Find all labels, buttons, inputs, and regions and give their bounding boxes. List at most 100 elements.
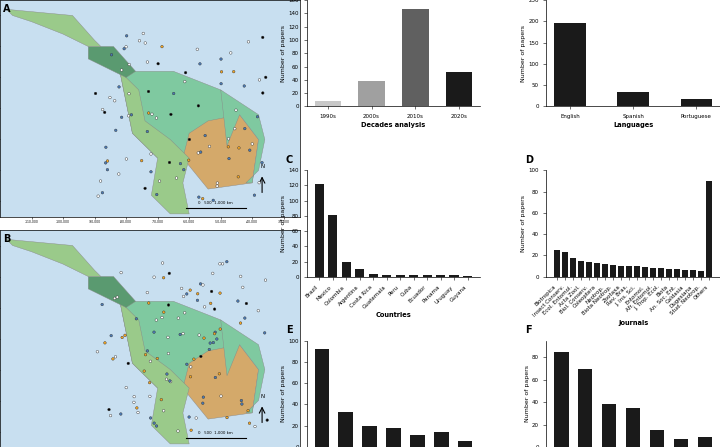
Bar	[698, 437, 712, 447]
Point	[190, 414, 202, 422]
Point	[107, 355, 119, 363]
Point	[184, 287, 196, 294]
Bar	[570, 257, 576, 277]
Point	[217, 260, 228, 267]
Polygon shape	[221, 320, 265, 413]
Bar	[683, 270, 688, 277]
Point	[192, 297, 203, 304]
Point	[180, 69, 192, 76]
Point	[116, 114, 127, 121]
Point	[257, 34, 269, 41]
Bar	[449, 275, 459, 277]
Polygon shape	[183, 345, 258, 419]
Point	[230, 106, 242, 114]
Point	[163, 270, 175, 277]
Point	[148, 274, 160, 281]
Point	[120, 43, 132, 51]
Point	[102, 166, 113, 173]
Text: B: B	[3, 234, 10, 245]
Point	[148, 420, 160, 427]
Text: N: N	[260, 394, 264, 399]
Bar	[562, 252, 568, 277]
Y-axis label: Number of papers: Number of papers	[282, 195, 287, 252]
Point	[236, 401, 248, 408]
Point	[115, 269, 127, 276]
Point	[156, 314, 168, 321]
Point	[184, 136, 195, 143]
Point	[161, 375, 172, 383]
Bar	[611, 265, 616, 277]
Point	[207, 197, 219, 204]
Bar	[402, 8, 428, 106]
Text: C: C	[286, 155, 293, 165]
Point	[163, 350, 174, 357]
Point	[214, 370, 225, 377]
Point	[145, 358, 156, 365]
Point	[179, 309, 190, 316]
Bar	[617, 93, 649, 106]
Polygon shape	[6, 239, 101, 277]
Bar	[618, 266, 624, 277]
Point	[195, 353, 207, 360]
Point	[132, 409, 144, 416]
Point	[221, 258, 233, 265]
Point	[140, 39, 151, 46]
Point	[178, 166, 189, 173]
Text: 0   500  1,000 km: 0 500 1,000 km	[198, 201, 233, 205]
Point	[195, 148, 207, 156]
Polygon shape	[89, 277, 135, 308]
Point	[134, 37, 145, 44]
Point	[145, 168, 157, 175]
Point	[123, 61, 135, 68]
Point	[163, 159, 175, 166]
Point	[109, 97, 120, 104]
Point	[92, 193, 104, 200]
Point	[204, 346, 215, 353]
Point	[100, 143, 112, 151]
Point	[199, 132, 211, 139]
Point	[212, 180, 223, 187]
Point	[154, 177, 166, 185]
Point	[216, 68, 228, 76]
Bar	[315, 349, 329, 447]
Point	[99, 339, 111, 346]
Point	[246, 140, 258, 148]
Bar	[690, 270, 696, 277]
Point	[235, 320, 246, 327]
Point	[248, 192, 260, 199]
Bar	[554, 250, 560, 277]
Point	[194, 60, 206, 67]
Point	[184, 413, 195, 421]
Point	[197, 394, 209, 401]
Point	[158, 308, 169, 316]
Point	[176, 285, 187, 292]
X-axis label: Countries: Countries	[376, 312, 411, 318]
Bar	[395, 275, 405, 277]
Text: N: N	[260, 164, 264, 169]
Point	[209, 306, 220, 313]
Point	[109, 295, 120, 302]
Point	[123, 112, 135, 119]
Point	[238, 82, 250, 89]
Y-axis label: Number of papers: Number of papers	[521, 195, 526, 252]
X-axis label: Decades analysis: Decades analysis	[361, 122, 426, 128]
Point	[197, 282, 209, 289]
Point	[131, 405, 143, 412]
Bar	[680, 99, 712, 106]
Y-axis label: Number of papers: Number of papers	[525, 365, 530, 422]
Point	[104, 94, 116, 101]
Point	[110, 127, 122, 134]
Point	[179, 78, 191, 85]
X-axis label: Journals: Journals	[618, 320, 648, 326]
Point	[233, 173, 244, 180]
Point	[221, 414, 233, 421]
Polygon shape	[120, 72, 240, 158]
Point	[257, 89, 269, 97]
Point	[207, 339, 219, 346]
Point	[194, 332, 205, 339]
Polygon shape	[120, 301, 189, 444]
Point	[197, 195, 208, 202]
Point	[215, 290, 226, 297]
Bar	[362, 426, 377, 447]
Point	[214, 260, 225, 267]
